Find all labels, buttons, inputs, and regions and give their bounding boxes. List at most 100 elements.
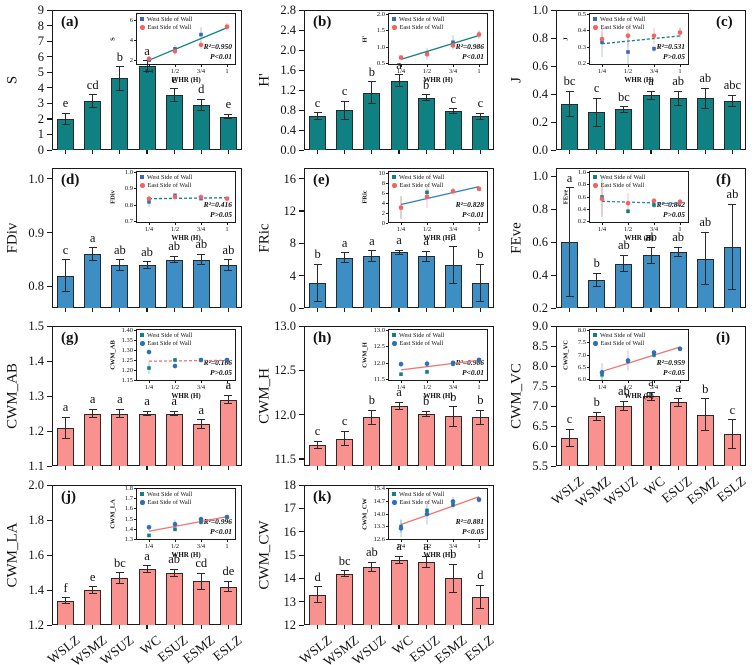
y-tick — [299, 275, 304, 277]
inset-p-value: P<0.01 — [462, 52, 484, 61]
error-bar-cap — [619, 400, 628, 402]
inset-west-point — [199, 32, 203, 37]
inset-legend-east: East Side of Wall — [140, 182, 191, 189]
bar-ESUZ — [165, 94, 183, 150]
y-tick — [551, 175, 556, 177]
inset-legend-east-label: East Side of Wall — [600, 24, 645, 31]
inset-y-axis-label: CWM_AB — [109, 340, 117, 370]
inset-y-tick — [386, 202, 388, 204]
significance-letter: bc — [338, 553, 351, 568]
error-bar — [317, 112, 319, 120]
inset-legend-west: West Side of Wall — [140, 174, 192, 181]
inset-west-point — [600, 373, 604, 377]
y-tick — [551, 208, 556, 210]
east-circle-icon — [392, 500, 397, 505]
inset-trend-line — [148, 27, 228, 61]
significance-letter: a — [89, 230, 96, 245]
error-bar — [623, 106, 625, 113]
inset-x-axis-label: WHR (H) — [624, 234, 654, 242]
y-tick-label: 14 — [283, 571, 297, 586]
inset-x-tick — [653, 381, 655, 383]
error-bar-cap — [592, 272, 601, 274]
y-tick — [299, 484, 304, 486]
bar-ESUZ — [669, 98, 687, 150]
inset-y-tick-label: 1.0 — [577, 168, 586, 176]
significance-letter: ab — [672, 230, 685, 245]
error-bar-cap — [340, 118, 349, 120]
y-tick — [47, 56, 52, 58]
error-bar-cap — [224, 394, 233, 396]
inset-x-tick-label: 3/4 — [649, 384, 659, 391]
error-bar — [146, 565, 148, 573]
inset-legend-east: East Side of Wall — [392, 499, 443, 506]
error-bar-cap — [449, 563, 458, 565]
bar-ESUZ — [417, 97, 435, 150]
inset-y-tick — [386, 212, 388, 214]
x-tick — [623, 308, 625, 312]
y-tick — [551, 9, 556, 11]
x-tick — [568, 466, 571, 470]
inset-x-tick-label: 3/4 — [448, 68, 458, 75]
significance-letter: ab — [168, 552, 181, 566]
y-tick — [551, 465, 556, 467]
inset-trend-line — [148, 359, 228, 362]
bar-WC — [642, 95, 660, 150]
inset-y-axis-label: S — [109, 37, 117, 41]
inset-legend-east-label: East Side of Wall — [399, 182, 444, 189]
inset-x-axis-label: WHR (H) — [423, 551, 453, 559]
y-tick-label: 18 — [283, 478, 297, 492]
x-tick — [596, 466, 598, 470]
inset-legend-west: West Side of Wall — [593, 16, 645, 23]
plot-area-h — [304, 326, 494, 466]
inset-legend-west-label: West Side of Wall — [147, 490, 193, 498]
error-bar-cap — [395, 401, 403, 403]
error-bar-cap — [592, 411, 601, 413]
inset-east-point — [424, 194, 430, 200]
y-tick — [47, 9, 52, 11]
y-tick-label: 8.5 — [532, 339, 548, 353]
y-tick-label: 15 — [283, 548, 297, 562]
inset-x-tick-label: 1/2 — [422, 68, 432, 75]
x-tick — [623, 150, 625, 154]
inset-scatter-d — [146, 193, 230, 207]
significance-letter: c — [477, 96, 484, 110]
inset-c: J 0.2 0.3 0.4 0.5 1/4 1/2 3/4 1 WHR (H) West Side … — [561, 11, 693, 86]
bar-WSMZ — [588, 416, 606, 466]
x-tick — [650, 308, 652, 312]
error-bar — [569, 187, 571, 297]
inset-i: CWM_VC 6.0 6.5 7.0 7.5 8.0 1/4 1/2 3/4 1 WHR (H) We… — [561, 327, 693, 402]
inset-legend-east-label: East Side of Wall — [147, 499, 192, 506]
inset-p-value: P>0.05 — [663, 52, 685, 61]
inset-legend-west-label: West Side of Wall — [399, 173, 445, 181]
inset-east-point — [476, 186, 482, 192]
inset-west-point — [147, 366, 151, 370]
error-bar-cap — [728, 106, 737, 108]
error-bar-cap — [422, 260, 431, 262]
error-bar-cap — [143, 415, 151, 417]
inset-y-tick — [134, 349, 136, 351]
inset-y-axis-label: FEve — [562, 189, 570, 205]
error-bar — [65, 417, 67, 438]
inset-x-tick — [601, 381, 603, 383]
error-bar-cap — [422, 415, 431, 417]
x-tick — [316, 150, 319, 154]
inset-y-tick-label: 0.5 — [577, 11, 586, 19]
bar-WSMZ — [336, 573, 354, 625]
inset-east-point — [146, 524, 152, 530]
y-tick — [299, 458, 304, 460]
east-circle-icon — [593, 183, 598, 188]
inset-x-tick — [226, 223, 228, 225]
inset-y-tick — [587, 354, 589, 356]
inset-y-tick-label: 0.6 — [577, 193, 586, 201]
significance-letter: a — [396, 539, 402, 554]
error-bar-cap — [61, 112, 70, 114]
inset-r2-value: R²=0.959 — [656, 358, 685, 367]
inset-legend-east-label: East Side of Wall — [147, 340, 192, 347]
inset-y-tick-label: 6.5 — [577, 363, 586, 371]
inset-east-point — [172, 48, 178, 54]
x-tick — [64, 308, 67, 312]
inset-y-tick — [386, 346, 388, 348]
inset-y-tick-label: 14.0 — [373, 510, 385, 518]
significance-letter: b — [593, 395, 600, 409]
error-bar — [731, 419, 733, 449]
